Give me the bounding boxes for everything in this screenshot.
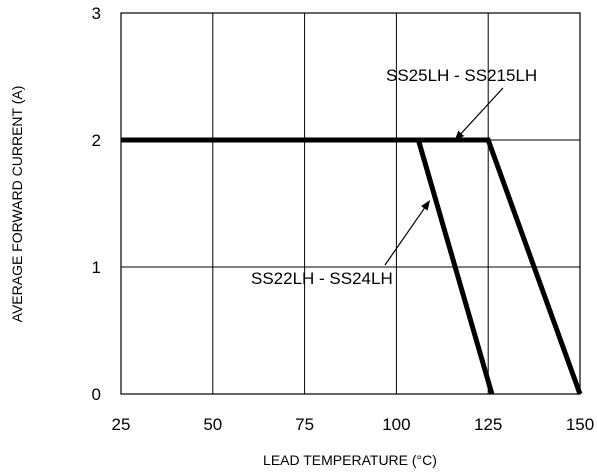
plot-frame [120, 12, 581, 395]
annotation-label-2: SS22LH - SS24LH [251, 269, 393, 288]
x-tick-label-25: 25 [112, 415, 131, 434]
y-tick-label-1: 1 [92, 258, 101, 277]
y-tick-label-3: 3 [92, 4, 101, 23]
x-tick-label-50: 50 [203, 415, 222, 434]
annotation-arrow-1 [454, 87, 504, 141]
annotations: SS25LH - SS215LH SS22LH - SS24LH [251, 66, 537, 288]
plot-border [120, 12, 581, 395]
annotation-label-1: SS25LH - SS215LH [386, 66, 537, 85]
tick-labels: 25 50 75 100 125 150 0 1 2 3 [92, 4, 595, 434]
x-tick-label-100: 100 [382, 415, 410, 434]
y-tick-label-0: 0 [92, 385, 101, 404]
series-group [121, 137, 583, 395]
series-line-2 [121, 137, 495, 395]
y-axis-label: AVERAGE FORWARD CURRENT (A) [9, 86, 25, 323]
x-axis-label: LEAD TEMPERATURE (°C) [263, 452, 437, 468]
annotation-arrow-2 [384, 200, 431, 266]
x-tick-label-75: 75 [295, 415, 314, 434]
x-tick-label-125: 125 [474, 415, 502, 434]
x-tick-label-150: 150 [566, 415, 594, 434]
y-tick-label-2: 2 [92, 131, 101, 150]
